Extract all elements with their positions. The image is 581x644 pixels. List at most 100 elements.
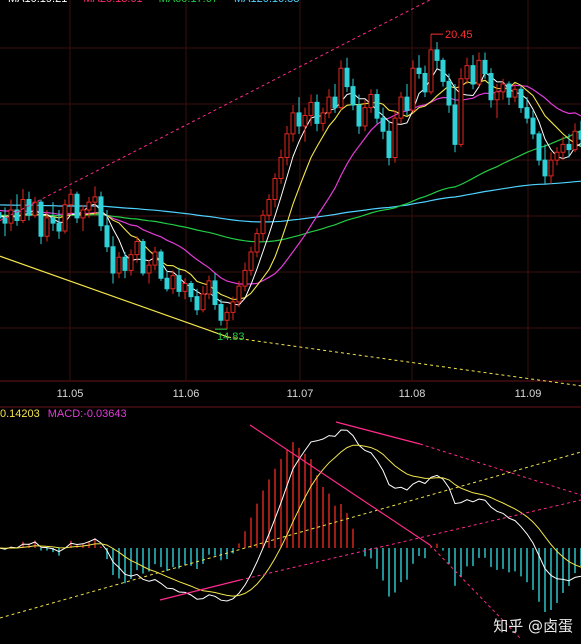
candle-body: [440, 59, 446, 82]
candle-body: [224, 311, 230, 321]
candle-body: [374, 94, 380, 119]
x-tick-label: 11.05: [57, 388, 84, 400]
candle-body: [548, 159, 554, 177]
ma5-line: [0, 68, 581, 306]
candle-body: [464, 65, 470, 80]
candle-body: [218, 304, 224, 321]
candle-body: [8, 209, 14, 224]
candle-body: [140, 241, 146, 274]
candle-body: [200, 293, 206, 311]
candle-body: [38, 201, 44, 237]
candle-body: [512, 88, 518, 98]
macd-support-extension: [239, 499, 581, 581]
candle-body: [170, 275, 176, 290]
candle-body: [62, 204, 68, 232]
x-tick-label: 11.09: [515, 388, 542, 400]
x-tick-label: 11.06: [173, 388, 200, 400]
legend-item: MA120:16.88: [234, 0, 299, 5]
legend-item: MACD:-0.03643: [47, 408, 127, 420]
candle-body: [446, 80, 452, 106]
candle-body: [314, 101, 320, 124]
ma60-line: [0, 129, 581, 243]
candle-body: [248, 251, 254, 271]
candle-body: [152, 251, 158, 266]
candle-body: [176, 275, 182, 292]
candle-body: [386, 130, 392, 158]
resistance-trendline: [0, 0, 431, 221]
candle-body: [194, 296, 200, 311]
candle-body: [434, 49, 440, 61]
candle-body: [518, 88, 524, 109]
candle-body: [452, 104, 458, 145]
candle-body: [482, 59, 488, 74]
candle-body: [98, 196, 104, 227]
candle-body: [80, 209, 86, 219]
macd-resistance-line: [335, 421, 421, 445]
candle-body: [242, 269, 248, 287]
candle-body: [260, 214, 266, 235]
candle-body: [212, 280, 218, 305]
macd-rising-trendline: [0, 451, 581, 619]
candle-body: [266, 199, 272, 216]
candle-body: [68, 193, 74, 206]
candle-body: [14, 209, 20, 221]
candle-body: [344, 67, 350, 88]
candle-body: [368, 94, 374, 109]
candle-body: [428, 49, 434, 93]
candle-body: [128, 254, 134, 271]
low-price-label: 14.83: [217, 331, 245, 343]
candle-body: [404, 96, 410, 111]
candle-body: [338, 67, 344, 109]
macd-legend: 0.14203 MACD:-0.03643: [0, 408, 135, 420]
candle-body: [506, 83, 512, 98]
candle-body: [272, 178, 278, 200]
candle-body: [110, 246, 116, 274]
candle-body: [188, 283, 194, 298]
support-trendline-extension: [227, 336, 581, 387]
candle-body: [494, 91, 500, 101]
candle-body: [182, 283, 188, 292]
candle-body: [2, 217, 8, 224]
candle-body: [164, 277, 170, 290]
candle-body: [380, 117, 386, 132]
candle-body: [476, 59, 482, 85]
candle-body: [536, 133, 542, 161]
candle-body: [566, 143, 572, 151]
legend-item: MA60:17.67: [159, 0, 218, 5]
x-tick-label: 11.08: [399, 388, 426, 400]
candle-body: [458, 78, 464, 145]
ma10-line: [0, 79, 581, 301]
dif-line: [0, 429, 581, 602]
candle-body: [230, 301, 236, 313]
candle-body: [524, 107, 530, 119]
candle-body: [158, 251, 164, 279]
candle-body: [392, 117, 398, 158]
candle-body: [236, 285, 242, 303]
candle-body: [32, 201, 38, 216]
candle-body: [308, 101, 314, 116]
support-trendline: [0, 255, 229, 338]
candle-body: [92, 196, 98, 203]
candle-body: [74, 193, 80, 219]
dea-line: [0, 444, 581, 597]
candle-body: [254, 233, 260, 253]
legend-item: MA10:19.21: [8, 0, 67, 5]
candle-body: [572, 130, 578, 151]
candle-body: [578, 130, 581, 140]
legend-item: 0.14203: [0, 408, 40, 420]
candle-body: [284, 133, 290, 158]
candle-body: [104, 225, 110, 248]
candle-body: [488, 73, 494, 101]
candle-body: [134, 241, 140, 256]
high-price-label: 20.45: [445, 29, 473, 41]
candle-body: [470, 65, 476, 85]
candle-body: [296, 112, 302, 127]
candle-body: [20, 199, 26, 221]
candle-body: [398, 96, 404, 119]
candle-body: [356, 104, 362, 127]
candle-body: [56, 222, 62, 232]
candle-body: [290, 112, 296, 135]
candle-body: [0, 212, 2, 219]
macd-resistance-extension: [419, 443, 581, 496]
candle-body: [86, 201, 92, 211]
